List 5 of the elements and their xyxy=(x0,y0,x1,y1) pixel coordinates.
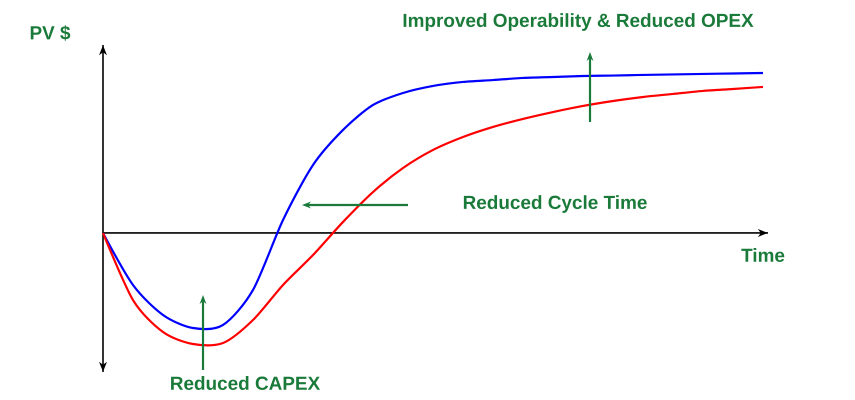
text: Improved Operability & Reduced OPEX xyxy=(404,13,754,31)
x-axis-title: Time xyxy=(741,248,784,262)
y-axis-title: PV $ xyxy=(30,25,70,41)
annotation: Reduced Cycle Time xyxy=(464,195,647,213)
text: Reduced CAPEX xyxy=(171,376,320,390)
